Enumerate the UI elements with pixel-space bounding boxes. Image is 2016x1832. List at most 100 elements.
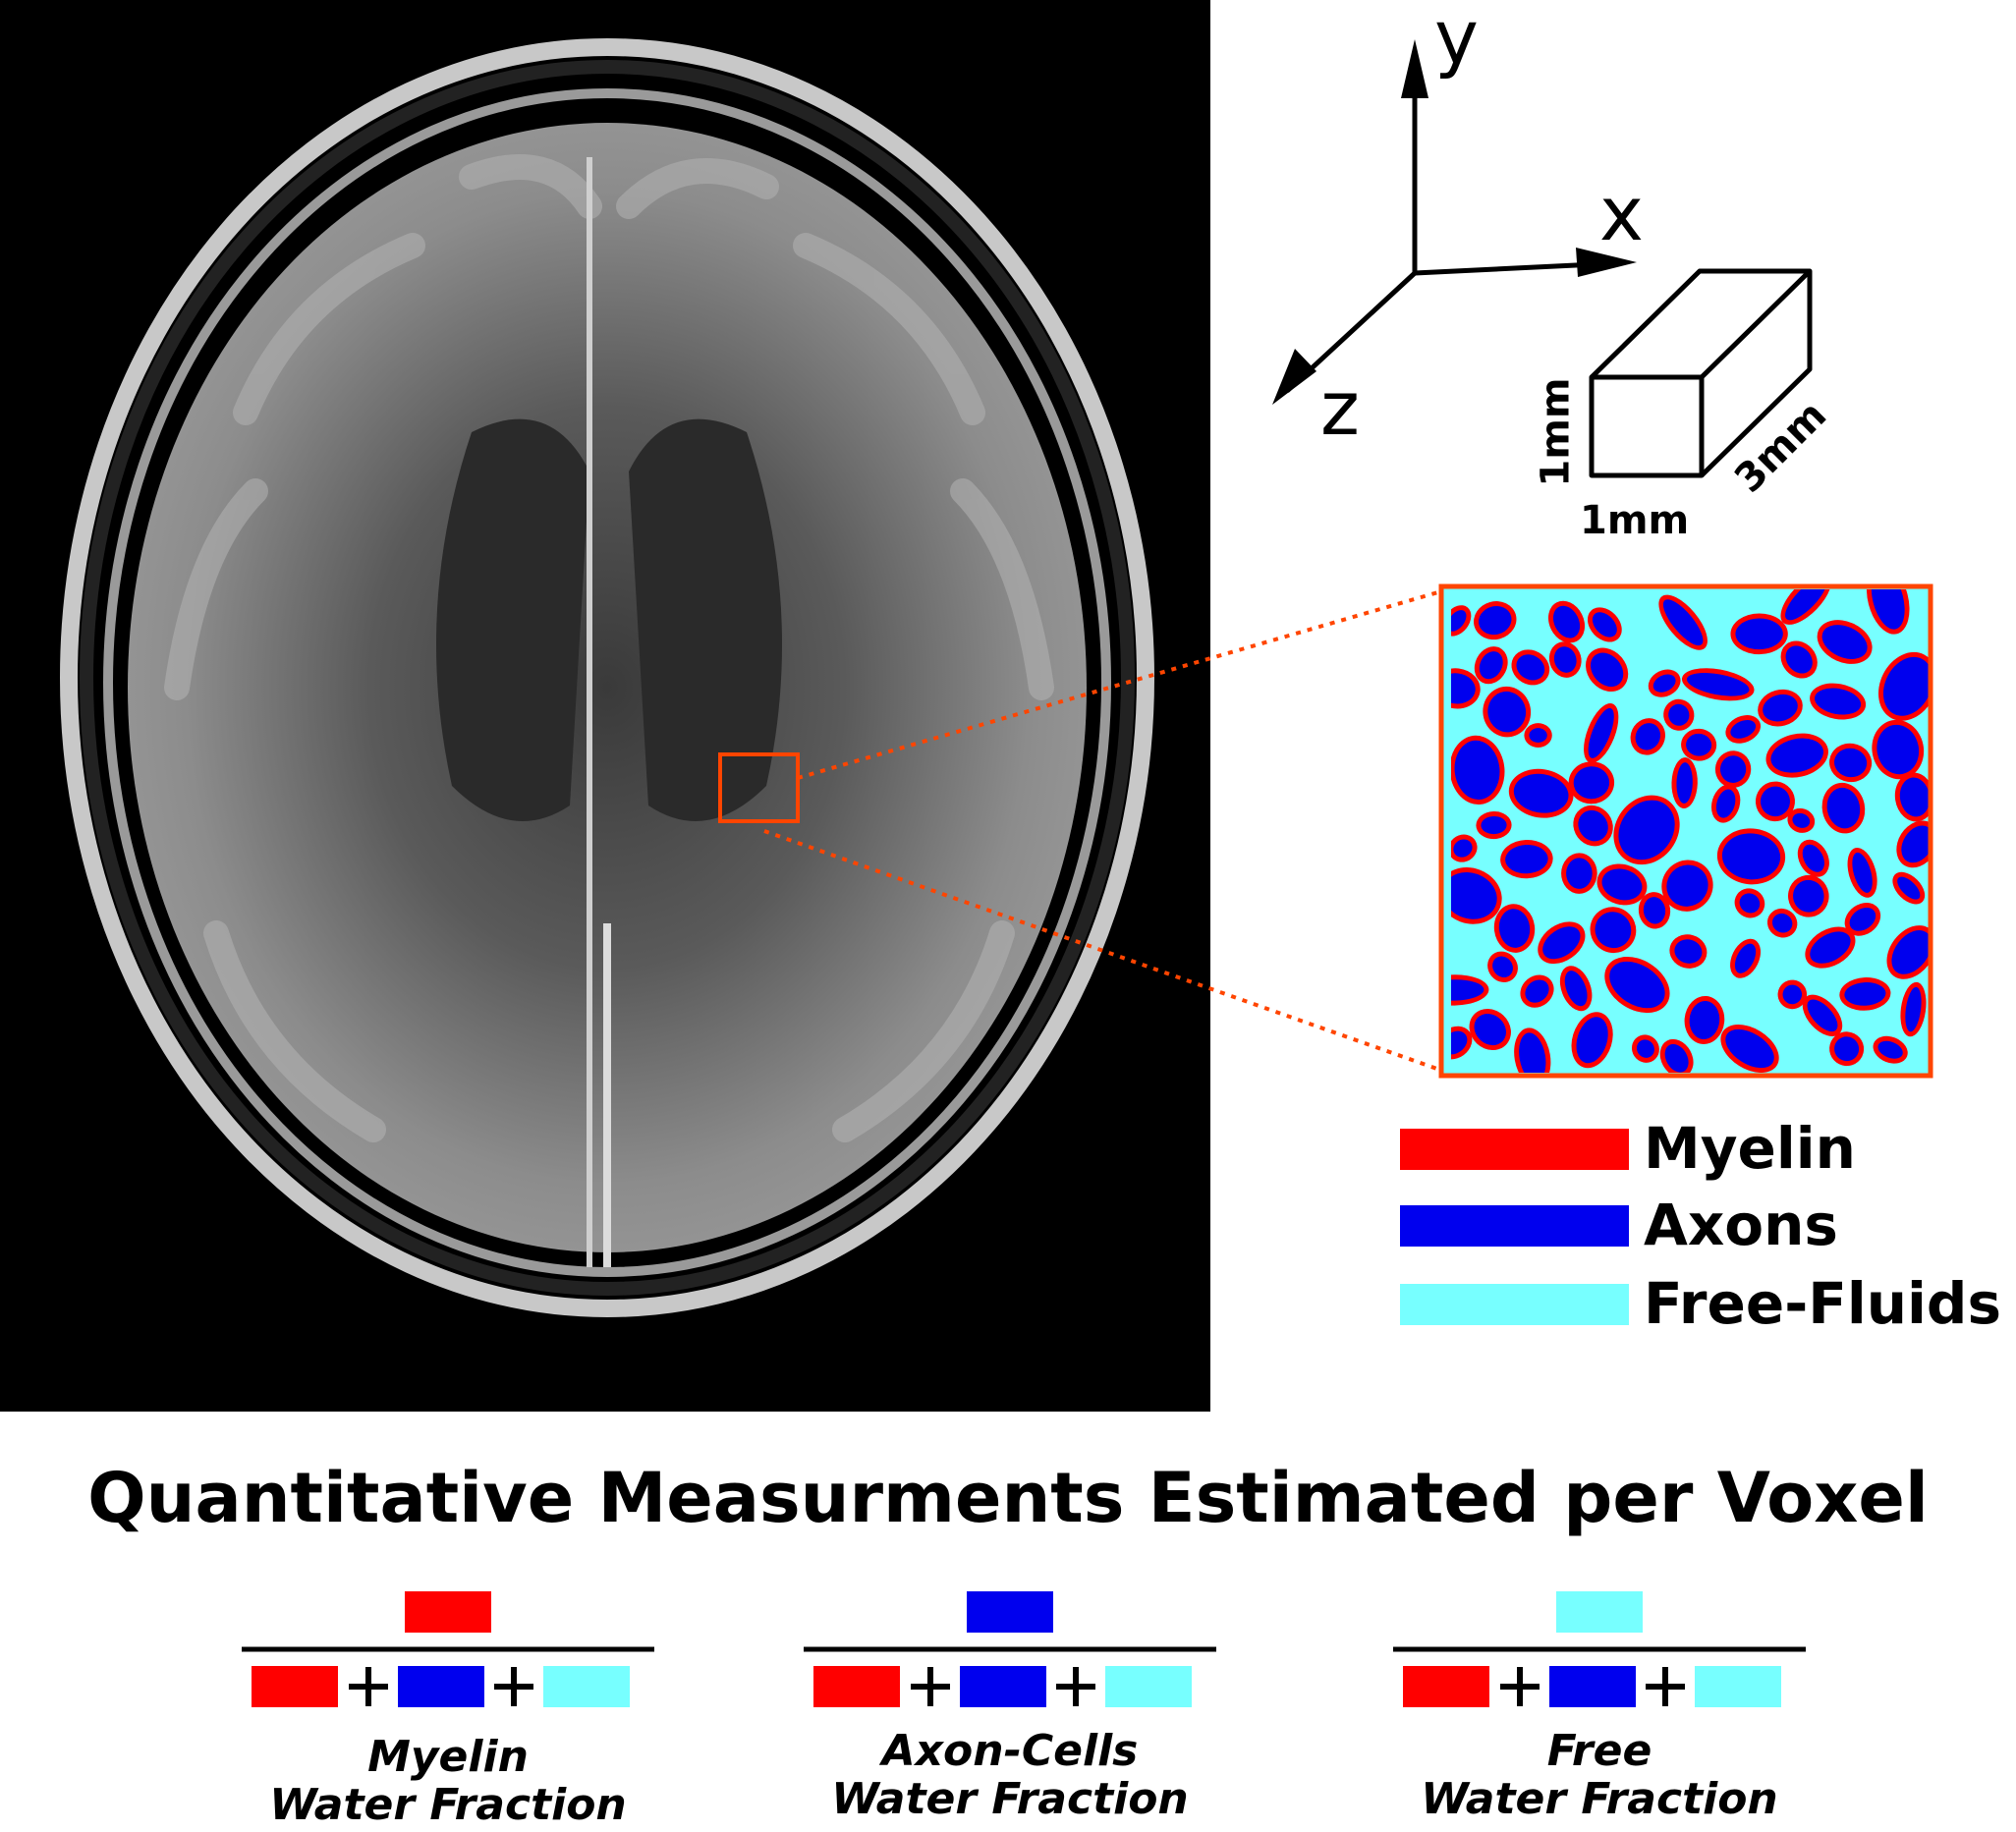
axon: [1451, 610, 1467, 632]
fraction-label-free: Free Water Fraction: [1354, 1727, 1845, 1824]
axon: [1576, 1017, 1608, 1064]
axon: [1852, 852, 1873, 893]
denominator-swatch: [398, 1666, 484, 1707]
axon: [1643, 897, 1666, 924]
fraction-2: [1393, 1591, 1806, 1707]
axon: [1770, 738, 1823, 773]
axon: [1793, 879, 1824, 913]
axon: [1802, 844, 1824, 872]
zoom-connector-lines: [763, 587, 1449, 1075]
axon: [1715, 789, 1736, 818]
fraction-label-myelin-line1: Myelin: [367, 1732, 529, 1782]
fraction-label-axon-cells-line2: Water Fraction: [831, 1774, 1189, 1825]
axon: [1882, 656, 1931, 716]
voxel-box: [1589, 268, 1813, 478]
axon: [1686, 673, 1750, 696]
axon: [1662, 599, 1704, 646]
axon: [1666, 864, 1708, 907]
axon: [1725, 1028, 1774, 1069]
axon: [1498, 909, 1531, 948]
fraction-label-myelin: Myelin Water Fraction: [202, 1733, 694, 1830]
plus-sign: [1056, 1667, 1095, 1706]
plus-sign: [1646, 1667, 1685, 1706]
axon: [1871, 589, 1905, 630]
axon: [1592, 612, 1617, 638]
axon: [1451, 1030, 1468, 1055]
axon: [1763, 694, 1798, 722]
axon: [1451, 872, 1497, 919]
denominator-swatch: [1695, 1666, 1781, 1707]
x-arrowhead: [1576, 248, 1637, 277]
axon: [1826, 787, 1861, 829]
fraction-label-axon-cells-line1: Axon-Cells: [881, 1726, 1139, 1776]
fraction-label-free-line2: Water Fraction: [1421, 1774, 1778, 1825]
axon: [1782, 984, 1803, 1005]
y-axis-label: y: [1434, 0, 1479, 81]
axon: [1635, 723, 1661, 750]
legend-label-axons: Axons: [1644, 1192, 1838, 1258]
denominator-swatch: [813, 1666, 900, 1707]
denominator-swatch: [1105, 1666, 1192, 1707]
voxel-width-label: 1mm: [1580, 498, 1690, 543]
numerator-swatch: [1556, 1591, 1643, 1633]
plus-sign: [911, 1667, 950, 1706]
axon: [1891, 930, 1931, 974]
axon: [1652, 674, 1676, 693]
axon: [1578, 809, 1608, 842]
denominator-swatch: [960, 1666, 1046, 1707]
plus-sign: [1500, 1667, 1540, 1706]
axon: [1664, 1043, 1689, 1073]
axon: [1821, 625, 1868, 659]
axon: [1735, 618, 1783, 650]
numerator-swatch: [967, 1591, 1053, 1633]
axon: [1516, 654, 1545, 681]
denominator-swatch: [252, 1666, 338, 1707]
axon: [1810, 931, 1851, 964]
axon: [1553, 646, 1577, 673]
figure-title: Quantitative Measurments Estimated per V…: [87, 1458, 1929, 1538]
denominator-swatch: [1403, 1666, 1489, 1707]
axon: [1588, 707, 1614, 758]
axon: [1676, 762, 1693, 804]
numerator-swatch: [405, 1591, 491, 1633]
axon: [1636, 1039, 1654, 1058]
fraction-label-free-line1: Free: [1546, 1726, 1652, 1776]
y-arrowhead: [1401, 39, 1428, 98]
denominator-swatch: [1549, 1666, 1636, 1707]
axon: [1566, 858, 1593, 889]
mri-axial-slice: [0, 0, 1210, 1412]
axon: [1785, 645, 1813, 674]
axon: [1453, 839, 1473, 858]
z-arrowhead: [1272, 349, 1316, 405]
axon: [1595, 912, 1632, 949]
voxel-highlight: [718, 752, 800, 823]
axon: [1844, 982, 1886, 1006]
fraction-1: [804, 1591, 1216, 1707]
axon: [1876, 724, 1920, 775]
axon: [1573, 766, 1610, 800]
axon: [1668, 703, 1690, 726]
axon: [1542, 926, 1581, 960]
axon: [1877, 1040, 1903, 1059]
axon: [1519, 1032, 1546, 1073]
axon: [1815, 688, 1862, 715]
axon: [1807, 999, 1838, 1032]
denominator-swatch: [543, 1666, 630, 1707]
axon: [1564, 971, 1588, 1007]
legend-label-myelin: Myelin: [1644, 1115, 1856, 1182]
axon: [1529, 728, 1547, 743]
axon: [1590, 652, 1624, 688]
axon: [1525, 979, 1549, 1003]
axon: [1849, 907, 1876, 931]
axon: [1901, 825, 1931, 863]
axon: [1760, 786, 1790, 817]
z-axis-label: z: [1320, 364, 1360, 452]
voxel-height-label: 1mm: [1533, 377, 1579, 487]
axon: [1609, 961, 1665, 1009]
axon: [1899, 777, 1931, 817]
axon: [1719, 755, 1747, 783]
legend-swatch-free-fluids: [1400, 1284, 1629, 1325]
x-axis-label: x: [1599, 170, 1644, 257]
axon: [1451, 673, 1476, 704]
